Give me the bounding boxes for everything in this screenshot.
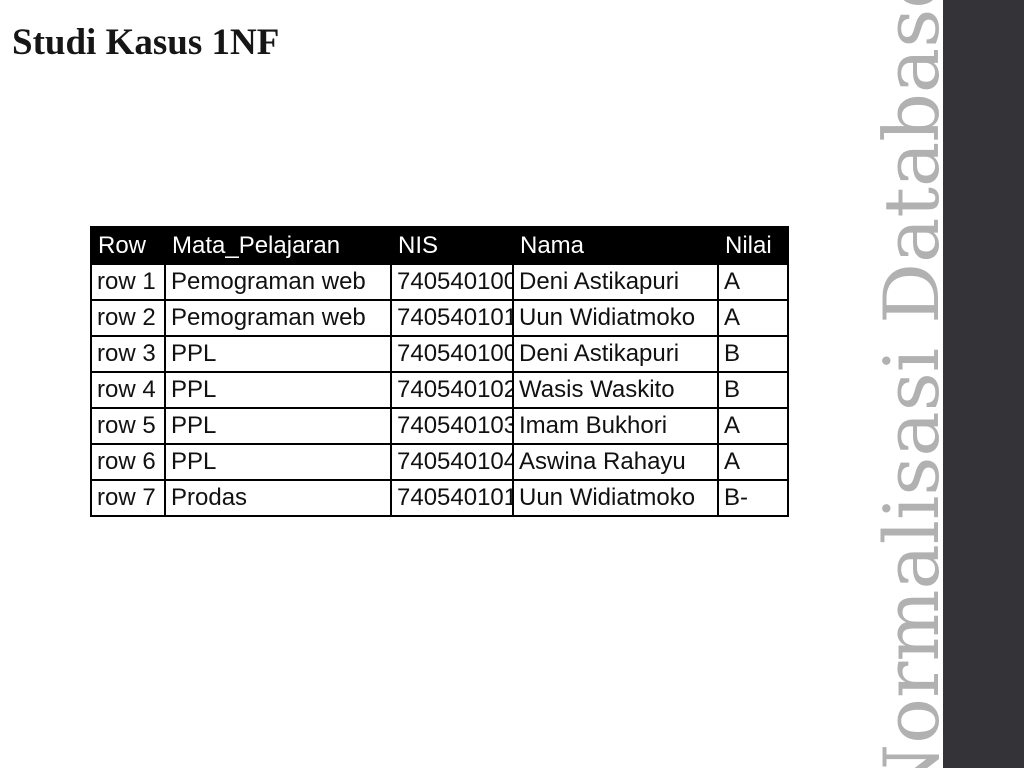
table-cell: 740540103 <box>390 407 514 445</box>
table-cell: row 6 <box>90 443 166 481</box>
table-cell: 740540104 <box>390 443 514 481</box>
column-header: Nilai <box>717 226 789 265</box>
table-cell: A <box>717 263 789 301</box>
table-cell: row 2 <box>90 299 166 337</box>
sidebar-accent-bar <box>943 0 1024 768</box>
table-cell: PPL <box>164 407 392 445</box>
1nf-case-study-table: Row Mata_Pelajaran NIS Nama Nilai row 1 Pemog… <box>90 226 789 517</box>
table-cell: PPL <box>164 443 392 481</box>
table-row: row 5 PPL 740540103 Imam Bukhori A <box>90 407 789 445</box>
table-cell: Uun Widiatmoko <box>512 299 719 337</box>
table-cell: Pemograman web <box>164 299 392 337</box>
table-cell: row 3 <box>90 335 166 373</box>
column-header: Row <box>90 226 166 265</box>
table-cell: B- <box>717 479 789 517</box>
table-cell: Deni Astikapuri <box>512 263 719 301</box>
table-cell: PPL <box>164 371 392 409</box>
table-cell: Deni Astikapuri <box>512 335 719 373</box>
table-cell: PPL <box>164 335 392 373</box>
sidebar-vertical-label: Normalisasi Database <box>867 0 956 768</box>
table-cell: B <box>717 335 789 373</box>
slide-title: Studi Kasus 1NF <box>12 22 280 63</box>
column-header: Mata_Pelajaran <box>164 226 392 265</box>
table-cell: 740540101 <box>390 479 514 517</box>
table-cell: Uun Widiatmoko <box>512 479 719 517</box>
table-cell: 740540101 <box>390 299 514 337</box>
table-row: row 1 Pemograman web 740540100 Deni Astikap… <box>90 263 789 301</box>
table-cell: 740540102 <box>390 371 514 409</box>
table-cell: row 7 <box>90 479 166 517</box>
column-header: Nama <box>512 226 719 265</box>
table-cell: B <box>717 371 789 409</box>
table-cell: Pemograman web <box>164 263 392 301</box>
table-body: row 1 Pemograman web 740540100 Deni Astikap… <box>90 263 789 517</box>
table-row: row 3 PPL 740540100 Deni Astikapuri B <box>90 335 789 373</box>
table-cell: Imam Bukhori <box>512 407 719 445</box>
table-row: row 2 Pemograman web 740540101 Uun Widiatmo… <box>90 299 789 337</box>
table-row: row 4 PPL 740540102 Wasis Waskito B <box>90 371 789 409</box>
table-cell: Aswina Rahayu <box>512 443 719 481</box>
table-cell: row 5 <box>90 407 166 445</box>
table-cell: 740540100 <box>390 335 514 373</box>
table-cell: row 1 <box>90 263 166 301</box>
table-cell: Prodas <box>164 479 392 517</box>
table-row: row 6 PPL 740540104 Aswina Rahayu A <box>90 443 789 481</box>
table-cell: A <box>717 443 789 481</box>
table-cell: row 4 <box>90 371 166 409</box>
table-cell: A <box>717 299 789 337</box>
table-row: row 7 Prodas 740540101 Uun Widiatmoko B- <box>90 479 789 517</box>
table-cell: 740540100 <box>390 263 514 301</box>
table-header-row: Row Mata_Pelajaran NIS Nama Nilai <box>90 226 789 265</box>
table-cell: A <box>717 407 789 445</box>
table-cell: Wasis Waskito <box>512 371 719 409</box>
column-header: NIS <box>390 226 514 265</box>
